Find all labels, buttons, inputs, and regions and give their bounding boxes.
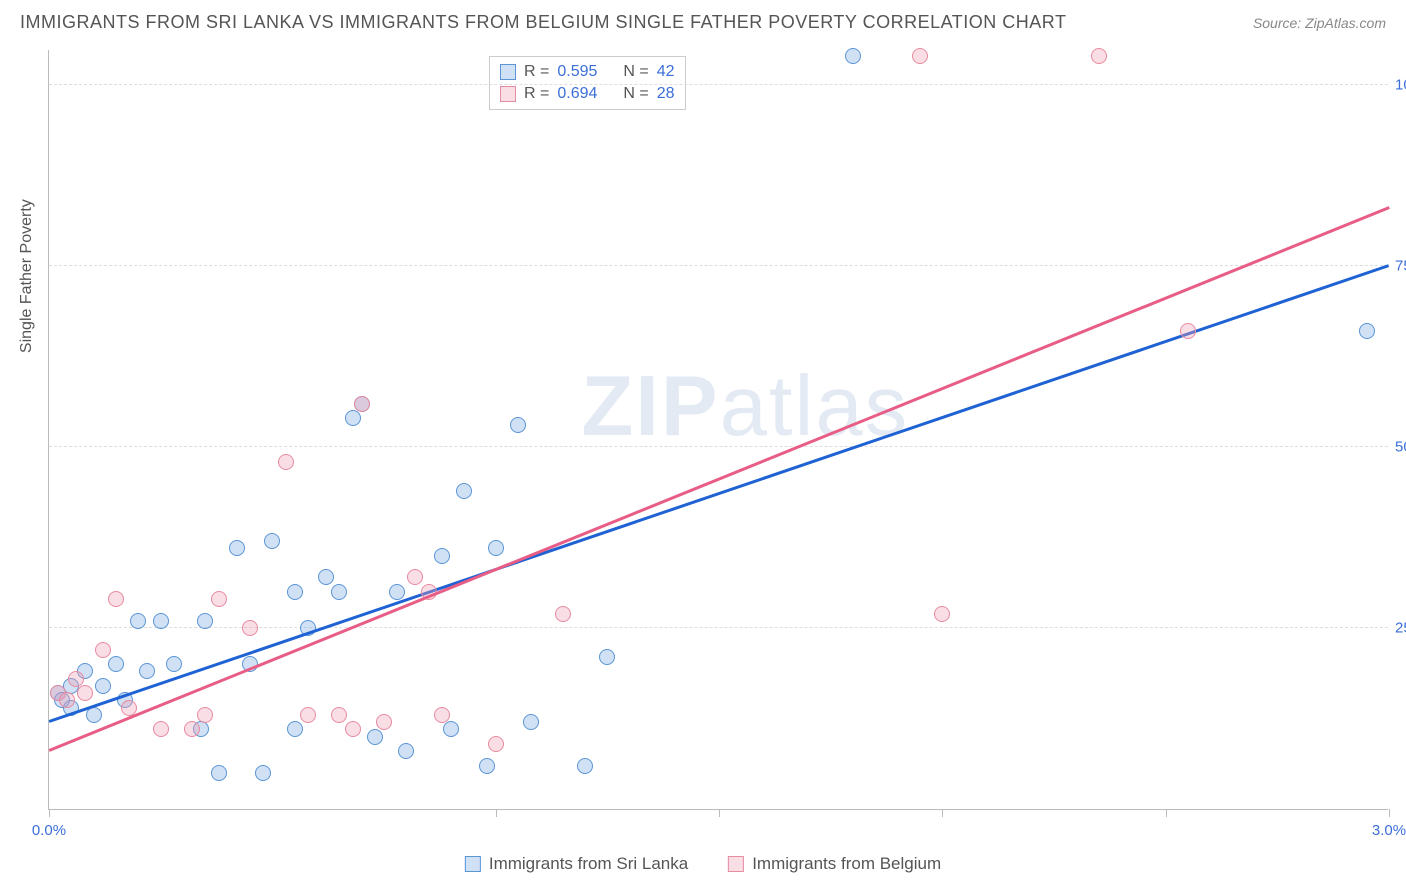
data-point xyxy=(153,721,169,737)
legend-item: Immigrants from Sri Lanka xyxy=(465,854,688,874)
data-point xyxy=(287,584,303,600)
y-tick-label: 25.0% xyxy=(1395,620,1406,637)
data-point xyxy=(211,765,227,781)
x-tick-label: 0.0% xyxy=(32,822,66,839)
data-point xyxy=(389,584,405,600)
n-label: N = xyxy=(623,63,648,81)
trend-line xyxy=(49,206,1390,751)
data-point xyxy=(300,707,316,723)
data-point xyxy=(318,569,334,585)
swatch-icon xyxy=(500,86,516,102)
data-point xyxy=(255,765,271,781)
swatch-icon xyxy=(465,856,481,872)
n-value: 28 xyxy=(657,85,675,103)
data-point xyxy=(354,396,370,412)
data-point xyxy=(229,540,245,556)
legend-row: R = 0.595 N = 42 xyxy=(500,61,675,83)
y-tick-label: 75.0% xyxy=(1395,258,1406,275)
data-point xyxy=(1091,48,1107,64)
r-value: 0.595 xyxy=(557,63,597,81)
data-point xyxy=(555,606,571,622)
data-point xyxy=(443,721,459,737)
swatch-icon xyxy=(728,856,744,872)
data-point xyxy=(139,663,155,679)
gridline xyxy=(49,446,1388,447)
data-point xyxy=(398,743,414,759)
data-point xyxy=(407,569,423,585)
legend-label: Immigrants from Sri Lanka xyxy=(489,854,688,874)
data-point xyxy=(278,454,294,470)
data-point xyxy=(108,591,124,607)
data-point xyxy=(197,613,213,629)
x-tick xyxy=(942,809,943,817)
data-point xyxy=(184,721,200,737)
data-point xyxy=(912,48,928,64)
data-point xyxy=(95,642,111,658)
data-point xyxy=(510,417,526,433)
data-point xyxy=(264,533,280,549)
data-point xyxy=(599,649,615,665)
data-point xyxy=(1180,323,1196,339)
bottom-legend: Immigrants from Sri Lanka Immigrants fro… xyxy=(465,854,941,874)
data-point xyxy=(488,540,504,556)
x-tick xyxy=(1166,809,1167,817)
data-point xyxy=(242,620,258,636)
data-point xyxy=(95,678,111,694)
data-point xyxy=(331,584,347,600)
data-point xyxy=(376,714,392,730)
x-tick-label: 3.0% xyxy=(1372,822,1406,839)
data-point xyxy=(523,714,539,730)
data-point xyxy=(488,736,504,752)
data-point xyxy=(479,758,495,774)
data-point xyxy=(434,707,450,723)
x-tick xyxy=(719,809,720,817)
data-point xyxy=(211,591,227,607)
source-credit: Source: ZipAtlas.com xyxy=(1253,15,1386,31)
n-label: N = xyxy=(623,85,648,103)
y-tick-label: 50.0% xyxy=(1395,439,1406,456)
y-tick-label: 100.0% xyxy=(1395,77,1406,94)
data-point xyxy=(287,721,303,737)
data-point xyxy=(108,656,124,672)
chart-title: IMMIGRANTS FROM SRI LANKA VS IMMIGRANTS … xyxy=(20,12,1066,33)
legend-item: Immigrants from Belgium xyxy=(728,854,941,874)
data-point xyxy=(345,721,361,737)
data-point xyxy=(845,48,861,64)
data-point xyxy=(77,685,93,701)
watermark-zip: ZIP xyxy=(581,359,719,454)
data-point xyxy=(456,483,472,499)
data-point xyxy=(577,758,593,774)
r-label: R = xyxy=(524,85,549,103)
data-point xyxy=(130,613,146,629)
gridline xyxy=(49,84,1388,85)
x-tick xyxy=(496,809,497,817)
y-axis-label: Single Father Poverty xyxy=(18,199,36,353)
correlation-chart: ZIPatlas R = 0.595 N = 42 R = 0.694 N = … xyxy=(48,50,1388,810)
data-point xyxy=(68,671,84,687)
legend-row: R = 0.694 N = 28 xyxy=(500,83,675,105)
r-value: 0.694 xyxy=(557,85,597,103)
data-point xyxy=(86,707,102,723)
swatch-icon xyxy=(500,64,516,80)
data-point xyxy=(367,729,383,745)
data-point xyxy=(331,707,347,723)
x-tick xyxy=(49,809,50,817)
data-point xyxy=(345,410,361,426)
gridline xyxy=(49,265,1388,266)
r-label: R = xyxy=(524,63,549,81)
data-point xyxy=(153,613,169,629)
data-point xyxy=(166,656,182,672)
data-point xyxy=(1359,323,1375,339)
data-point xyxy=(434,548,450,564)
legend-label: Immigrants from Belgium xyxy=(752,854,941,874)
data-point xyxy=(934,606,950,622)
watermark: ZIPatlas xyxy=(581,358,909,456)
n-value: 42 xyxy=(657,63,675,81)
x-tick xyxy=(1389,809,1390,817)
data-point xyxy=(59,692,75,708)
data-point xyxy=(197,707,213,723)
legend-inset: R = 0.595 N = 42 R = 0.694 N = 28 xyxy=(489,56,686,110)
